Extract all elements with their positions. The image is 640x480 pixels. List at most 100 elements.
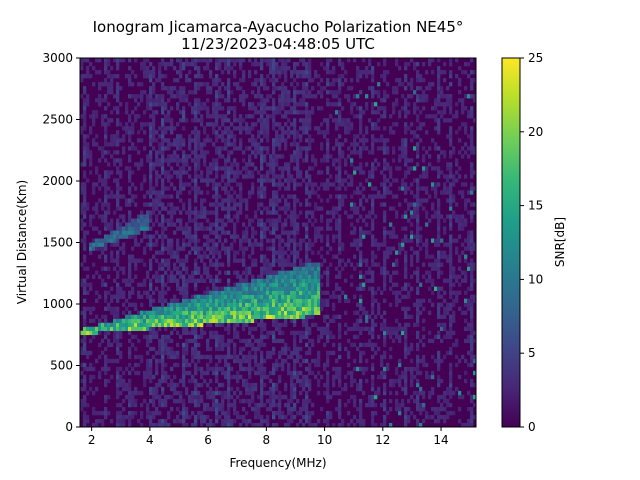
heatmap-cell <box>134 370 138 376</box>
heatmap-cell <box>179 322 183 328</box>
heatmap-cell <box>206 254 210 259</box>
heatmap-cell <box>194 354 198 360</box>
heatmap-cell <box>245 338 249 344</box>
heatmap-cell <box>203 162 207 167</box>
heatmap-cell <box>308 330 312 336</box>
heatmap-cell <box>182 246 186 251</box>
heatmap-cell <box>227 246 231 251</box>
heatmap-cell <box>191 218 195 223</box>
heatmap-cell <box>371 186 375 191</box>
heatmap-cell <box>119 350 123 356</box>
heatmap-cell <box>272 382 276 388</box>
heatmap-cell <box>263 306 267 311</box>
heatmap-cell <box>218 294 222 299</box>
heatmap-cell <box>260 122 264 127</box>
heatmap-cell <box>230 166 234 171</box>
heatmap-cell <box>350 342 354 348</box>
heatmap-cell <box>266 306 270 311</box>
heatmap-cell <box>224 158 228 163</box>
heatmap-cell <box>374 214 378 219</box>
heatmap-cell <box>185 326 189 332</box>
heatmap-cell <box>284 346 288 352</box>
heatmap-cell <box>257 302 261 307</box>
heatmap-cell <box>167 98 171 103</box>
heatmap-cell <box>257 366 261 372</box>
heatmap-cell <box>89 214 93 219</box>
heatmap-cell <box>161 142 165 147</box>
heatmap-cell <box>350 326 354 332</box>
heatmap-cell <box>131 414 135 420</box>
heatmap-cell <box>239 338 243 344</box>
heatmap-cell <box>281 238 285 243</box>
heatmap-cell <box>128 186 132 191</box>
heatmap-cell <box>173 230 177 235</box>
heatmap-cell <box>116 374 120 380</box>
heatmap-cell <box>302 270 306 275</box>
heatmap-cell <box>305 138 309 143</box>
heatmap-cell <box>104 346 108 352</box>
heatmap-cell <box>107 366 111 372</box>
heatmap-cell <box>206 58 210 63</box>
heatmap-cell <box>209 418 213 424</box>
heatmap-cell <box>230 286 234 291</box>
heatmap-cell <box>383 186 387 191</box>
heatmap-cell <box>167 138 171 143</box>
heatmap-cell <box>155 158 159 163</box>
heatmap-cell <box>215 346 219 352</box>
heatmap-cell <box>296 154 300 159</box>
heatmap-cell <box>209 310 213 315</box>
heatmap-cell <box>194 114 198 119</box>
heatmap-cell <box>287 306 291 311</box>
heatmap-cell <box>251 354 255 360</box>
heatmap-cell <box>215 226 219 231</box>
heatmap-cell <box>254 166 258 171</box>
heatmap-cell <box>263 366 267 372</box>
heatmap-cell <box>359 110 363 115</box>
heatmap-cell <box>356 206 360 211</box>
heatmap-cell <box>197 106 201 111</box>
heatmap-cell <box>269 230 273 235</box>
heatmap-cell <box>242 354 246 360</box>
heatmap-cell <box>320 330 324 336</box>
heatmap-cell <box>257 370 261 376</box>
heatmap-cell <box>302 282 306 287</box>
heatmap-cell <box>116 342 120 348</box>
heatmap-cell <box>389 354 393 360</box>
heatmap-cell <box>368 214 372 219</box>
heatmap-cell <box>404 418 408 424</box>
heatmap-cell <box>251 138 255 143</box>
heatmap-cell <box>353 166 357 171</box>
heatmap-cell <box>131 222 135 227</box>
chart-title-line1: Ionogram Jicamarca-Ayacucho Polarization… <box>93 18 464 36</box>
heatmap-cell <box>272 414 276 420</box>
heatmap-cell <box>317 290 321 295</box>
heatmap-cell <box>200 326 204 332</box>
heatmap-cell <box>326 266 330 271</box>
heatmap-cell <box>377 346 381 352</box>
heatmap-cell <box>110 258 114 263</box>
heatmap-cell <box>149 338 153 344</box>
heatmap-cell <box>110 226 114 231</box>
heatmap-cell <box>245 342 249 348</box>
heatmap-cell <box>158 190 162 195</box>
heatmap-cell <box>116 142 120 147</box>
heatmap-cell <box>251 102 255 107</box>
heatmap-cell <box>224 414 228 420</box>
heatmap-cell <box>401 306 405 311</box>
heatmap-cell <box>311 282 315 287</box>
heatmap-cell <box>152 82 156 87</box>
heatmap-cell <box>242 298 246 303</box>
heatmap-cell <box>371 354 375 360</box>
heatmap-cell <box>290 414 294 420</box>
heatmap-cell <box>404 326 408 332</box>
heatmap-cell <box>197 342 201 348</box>
heatmap-cell <box>194 130 198 135</box>
heatmap-cell <box>374 394 378 400</box>
heatmap-cell <box>296 162 300 167</box>
heatmap-cell <box>104 370 108 376</box>
heatmap-cell <box>230 374 234 380</box>
heatmap-cell <box>128 326 132 332</box>
heatmap-cell <box>176 122 180 127</box>
heatmap-cell <box>200 254 204 259</box>
heatmap-cell <box>389 250 393 255</box>
